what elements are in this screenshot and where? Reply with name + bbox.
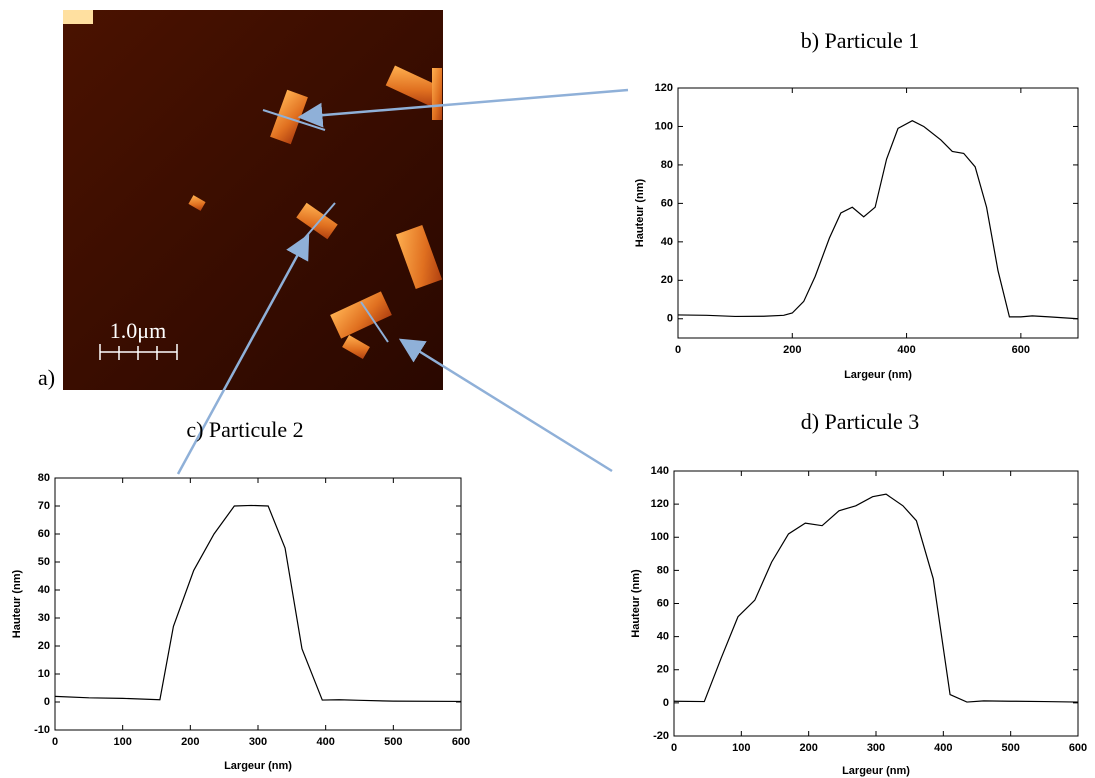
x-tick-label: 200 [799,742,817,754]
x-tick-label: 500 [1001,742,1019,754]
x-tick-label: 500 [384,736,402,748]
x-tick-label: 600 [1012,344,1030,356]
y-tick-label: 0 [663,697,669,709]
x-tick-label: 300 [867,742,885,754]
y-tick-label: 80 [661,159,673,171]
y-tick-label: 40 [38,584,50,596]
y-tick-label: 20 [657,664,669,676]
y-tick-label: 0 [667,313,673,325]
y-tick-label: 60 [661,197,673,209]
x-tick-label: 0 [671,742,677,754]
data-line [677,120,1079,320]
y-tick-label: 80 [657,564,669,576]
y-tick-label: 100 [651,531,669,543]
y-tick-label: 120 [655,82,673,94]
y-tick-label: 40 [657,631,669,643]
x-tick-label: 300 [249,736,267,748]
y-tick-label: 100 [655,120,673,132]
x-tick-label: 200 [181,736,199,748]
afm-image: 1.0μm [63,10,443,390]
y-tick-label: 70 [38,500,50,512]
y-axis-label: Hauteur (nm) [11,569,23,638]
x-tick-label: 0 [52,736,58,748]
data-line [54,504,462,703]
arrows [176,88,629,475]
x-tick-label: 400 [934,742,952,754]
y-tick-label: 80 [38,472,50,484]
y-tick-label: 120 [651,498,669,510]
x-tick-label: 200 [783,344,801,356]
y-tick-label: -10 [34,724,50,736]
y-tick-label: 140 [651,465,669,477]
x-tick-label: 100 [732,742,750,754]
data-line [673,493,1079,703]
plot-frame [677,87,1079,339]
x-axis-label: Largeur (nm) [224,760,292,772]
y-tick-label: 50 [38,556,50,568]
y-tick-label: 30 [38,612,50,624]
x-tick-label: 600 [1069,742,1087,754]
chart-title: d) Particule 3 [801,409,920,434]
plot-frame [54,477,462,731]
x-tick-label: 600 [452,736,470,748]
scale-bar-label: 1.0μm [110,318,166,343]
y-tick-label: 60 [38,528,50,540]
y-tick-label: 20 [661,274,673,286]
chart-title: b) Particule 1 [801,28,920,53]
plot-frame [673,470,1079,737]
chart-title: c) Particule 2 [186,417,303,442]
x-axis-label: Largeur (nm) [842,765,910,777]
y-tick-label: 40 [661,236,673,248]
y-axis-label: Hauteur (nm) [630,569,642,638]
panel-label: a) [38,365,55,390]
x-tick-label: 100 [113,736,131,748]
y-tick-label: -20 [653,730,669,742]
x-tick-label: 400 [897,344,915,356]
x-axis-label: Largeur (nm) [844,369,912,381]
y-tick-label: 0 [44,696,50,708]
y-axis-label: Hauteur (nm) [634,178,646,247]
x-tick-label: 400 [316,736,334,748]
y-tick-label: 20 [38,640,50,652]
y-tick-label: 10 [38,668,50,680]
y-tick-label: 60 [657,597,669,609]
x-tick-label: 0 [675,344,681,356]
